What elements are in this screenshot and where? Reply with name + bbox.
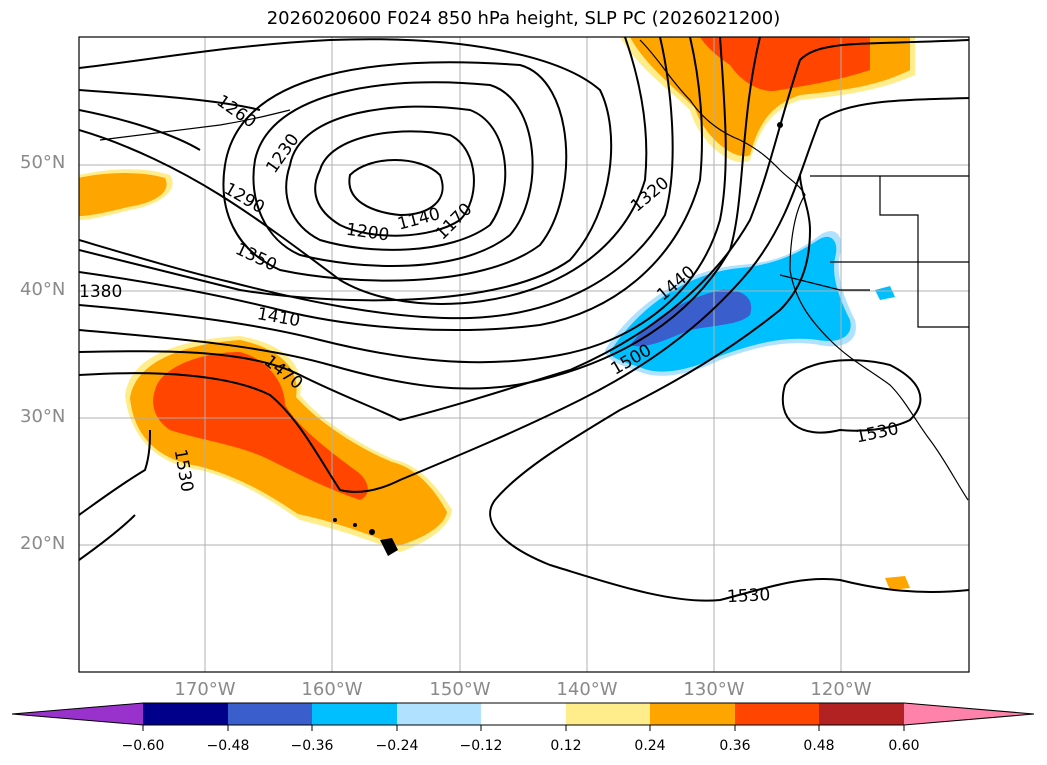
gridlines bbox=[79, 37, 969, 672]
anomaly-positive-small bbox=[885, 576, 910, 590]
contour-label: 1530 bbox=[727, 585, 771, 607]
anomaly-positive-west-orange bbox=[79, 173, 167, 216]
lon-label-120w: 120°W bbox=[810, 679, 872, 700]
lat-label-40n: 40°N bbox=[20, 279, 66, 300]
colorbar-tick-label: −0.24 bbox=[375, 738, 419, 754]
colorbar-extend-high bbox=[904, 703, 1034, 725]
colorbar-tick-label: 0.12 bbox=[550, 738, 582, 754]
colorbar-tick-label: −0.12 bbox=[459, 738, 503, 754]
contour-label: 1200 bbox=[345, 220, 391, 246]
lon-label-130w: 130°W bbox=[683, 679, 745, 700]
lon-label-140w: 140°W bbox=[556, 679, 618, 700]
anomaly-negative-blue bbox=[630, 289, 752, 347]
anomaly-positive-north-red bbox=[700, 37, 870, 91]
map-area: 1260 1230 1200 1140 1170 1290 1350 1380 … bbox=[79, 37, 969, 672]
lat-label-30n: 30°N bbox=[20, 406, 66, 427]
lon-label-160w: 160°W bbox=[301, 679, 363, 700]
colorbar-ticks bbox=[142, 725, 905, 731]
colorbar-segment bbox=[819, 703, 904, 725]
contour-label: 1530 bbox=[854, 419, 900, 448]
contour-label: 1260 bbox=[213, 91, 260, 132]
anomaly-positive-red bbox=[153, 352, 368, 500]
colorbar-extend-low bbox=[12, 703, 143, 725]
colorbar-segment bbox=[735, 703, 819, 725]
colorbar-tick-label: 0.36 bbox=[719, 738, 751, 754]
lon-label-170w: 170°W bbox=[174, 679, 236, 700]
coastlines bbox=[99, 39, 969, 501]
contour-label: 1350 bbox=[232, 239, 280, 275]
height-contours bbox=[79, 37, 969, 602]
colorbar-segment bbox=[481, 703, 566, 725]
colorbar-segment bbox=[397, 703, 481, 725]
contour-label: 1380 bbox=[79, 282, 122, 302]
colorbar-tick-label: −0.36 bbox=[290, 738, 334, 754]
lon-label-150w: 150°W bbox=[429, 679, 491, 700]
colorbar-tick-label: 0.60 bbox=[888, 738, 920, 754]
colorbar-segment bbox=[566, 703, 650, 725]
colorbar-segment bbox=[650, 703, 735, 725]
colorbar-tick-label: 0.48 bbox=[803, 738, 835, 754]
colorbar-tick-label: −0.60 bbox=[121, 738, 165, 754]
chart-title: 2026020600 F024 850 hPa height, SLP PC (… bbox=[266, 8, 781, 29]
contour-label: 1230 bbox=[262, 130, 303, 177]
lat-label-20n: 20°N bbox=[20, 533, 66, 554]
colorbar-segment bbox=[228, 703, 312, 725]
map-frame bbox=[78, 36, 970, 673]
anomaly-negative-small bbox=[875, 286, 895, 300]
colorbar-tick-label: 0.24 bbox=[634, 738, 666, 754]
lat-label-50n: 50°N bbox=[20, 152, 66, 173]
colorbar-tick-label: −0.48 bbox=[206, 738, 250, 754]
colorbar-segment bbox=[312, 703, 397, 725]
colorbar-segment bbox=[143, 703, 228, 725]
colorbar bbox=[11, 702, 1035, 731]
